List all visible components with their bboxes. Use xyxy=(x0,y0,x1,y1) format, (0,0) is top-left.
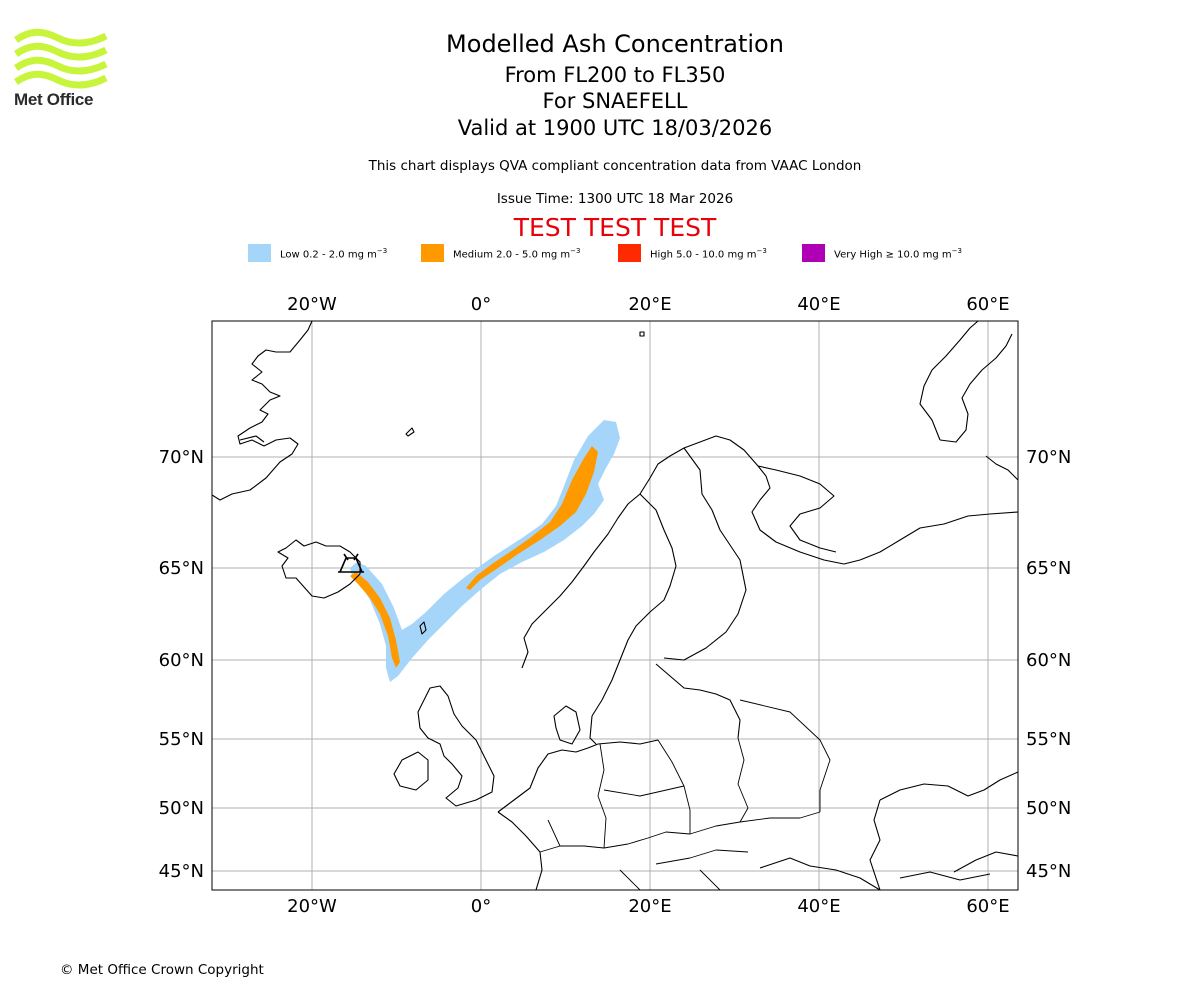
map-frame xyxy=(211,320,1019,891)
test-banner: TEST TEST TEST xyxy=(513,213,717,242)
lon-label-top-20e: 20°E xyxy=(628,294,671,315)
lat-label-right-65n: 65°N xyxy=(1026,558,1071,579)
issue-time: Issue Time: 1300 UTC 18 Mar 2026 xyxy=(496,191,734,207)
lon-label-bottom-20w: 20°W xyxy=(287,896,337,917)
logo-text: Met Office xyxy=(14,90,94,109)
lat-label-left-60n: 60°N xyxy=(159,650,204,671)
legend-label-medium: Medium 2.0 - 5.0 mg m−3 xyxy=(453,247,581,261)
copyright-notice: © Met Office Crown Copyright xyxy=(60,962,264,978)
lon-label-top-20w: 20°W xyxy=(287,294,337,315)
met-office-logo-icon xyxy=(13,28,108,89)
lon-label-bottom-60e: 60°E xyxy=(966,896,1009,917)
coastlines xyxy=(212,321,1018,890)
chart-subtitle: This chart displays QVA compliant concen… xyxy=(368,158,862,174)
lat-label-right-45n: 45°N xyxy=(1026,861,1071,882)
legend-label-high: High 5.0 - 10.0 mg m−3 xyxy=(650,247,767,261)
legend-swatch-medium xyxy=(421,244,444,262)
chart-title: Modelled Ash Concentration xyxy=(446,30,784,58)
lon-label-top-0: 0° xyxy=(471,294,491,315)
legend-swatch-very-high xyxy=(802,244,825,262)
lat-label-right-60n: 60°N xyxy=(1026,650,1071,671)
legend-swatch-low xyxy=(248,244,271,262)
lat-label-right-70n: 70°N xyxy=(1026,447,1071,468)
ash-medium-region-2 xyxy=(466,446,598,590)
ash-low-region xyxy=(350,420,620,682)
lat-label-right-55n: 55°N xyxy=(1026,729,1071,750)
lat-label-left-70n: 70°N xyxy=(159,447,204,468)
lon-label-bottom-20e: 20°E xyxy=(628,896,671,917)
lon-label-top-40e: 40°E xyxy=(797,294,840,315)
lat-label-left-45n: 45°N xyxy=(159,861,204,882)
lat-label-left-65n: 65°N xyxy=(159,558,204,579)
valid-time: Valid at 1900 UTC 18/03/2026 xyxy=(457,116,773,140)
lat-label-left-55n: 55°N xyxy=(159,729,204,750)
lon-label-top-60e: 60°E xyxy=(966,294,1009,315)
legend-label-very-high: Very High ≥ 10.0 mg m−3 xyxy=(834,247,962,261)
lat-label-left-50n: 50°N xyxy=(159,798,204,819)
flight-levels: From FL200 to FL350 xyxy=(504,63,726,87)
map-content xyxy=(212,321,1018,890)
ash-medium-region xyxy=(350,572,400,668)
legend-label-low: Low 0.2 - 2.0 mg m−3 xyxy=(280,247,388,261)
legend-swatch-high xyxy=(618,244,641,262)
lat-label-right-50n: 50°N xyxy=(1026,798,1071,819)
lon-label-bottom-40e: 40°E xyxy=(797,896,840,917)
volcano-name: For SNAEFELL xyxy=(542,89,688,113)
lon-label-bottom-0: 0° xyxy=(471,896,491,917)
volcano-icon xyxy=(338,553,364,573)
graticule xyxy=(212,321,1018,890)
